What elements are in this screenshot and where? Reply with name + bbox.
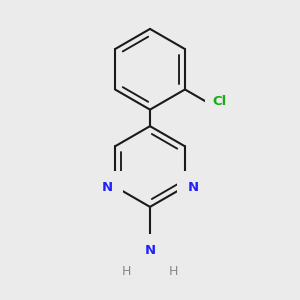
Text: H: H <box>169 265 178 278</box>
Text: N: N <box>101 181 113 194</box>
Text: N: N <box>144 244 156 257</box>
Text: N: N <box>187 181 199 194</box>
Text: Cl: Cl <box>212 95 226 108</box>
Text: H: H <box>122 265 131 278</box>
